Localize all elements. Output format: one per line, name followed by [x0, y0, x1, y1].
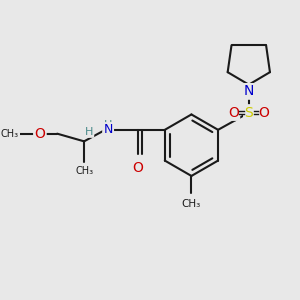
Text: CH₃: CH₃ [182, 199, 201, 209]
Text: O: O [133, 160, 143, 175]
Text: CH₃: CH₃ [1, 129, 19, 139]
Text: N: N [244, 84, 254, 98]
Text: O: O [34, 127, 45, 141]
Text: H: H [85, 127, 93, 137]
Text: S: S [244, 106, 253, 119]
Text: O: O [228, 106, 239, 119]
Text: O: O [259, 106, 270, 119]
Text: H: H [104, 120, 112, 130]
Text: N: N [103, 123, 113, 136]
Text: CH₃: CH₃ [75, 166, 93, 176]
